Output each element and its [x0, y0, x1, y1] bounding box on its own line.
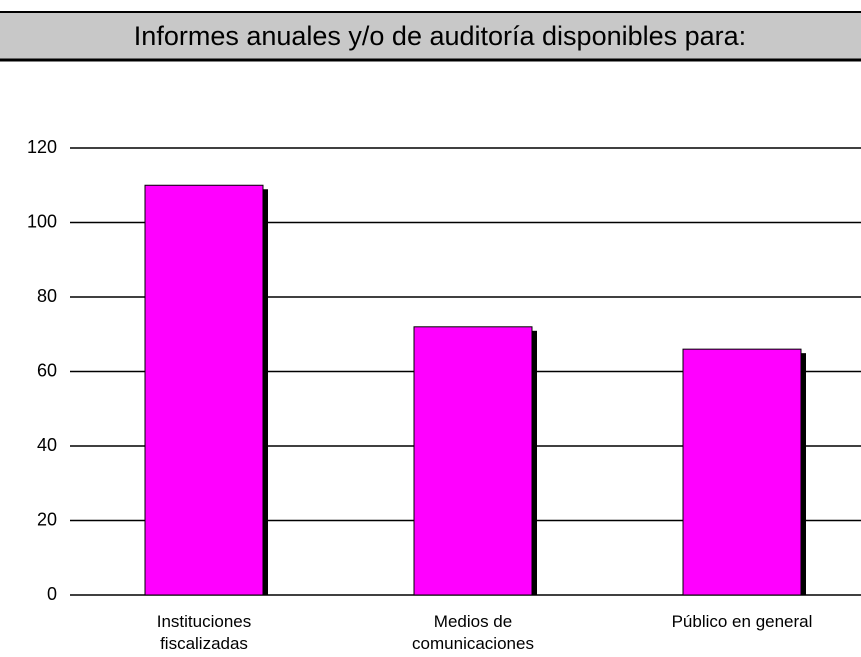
- chart-title: Informes anuales y/o de auditoría dispon…: [134, 21, 746, 51]
- y-tick-label: 100: [27, 211, 57, 231]
- y-tick-label: 40: [37, 435, 57, 455]
- bar: [144, 184, 264, 596]
- bar: [682, 348, 802, 596]
- bar: [413, 326, 533, 596]
- y-tick-label: 120: [27, 137, 57, 157]
- x-tick-label: Público en general: [672, 612, 813, 631]
- x-tick-label: Instituciones fiscalizadas: [157, 612, 252, 653]
- title-banner: [0, 12, 861, 60]
- y-tick-label: 60: [37, 360, 57, 380]
- y-tick-label: 80: [37, 286, 57, 306]
- y-tick-label: 0: [47, 584, 57, 604]
- x-tick-label: Medios de comunicaciones: [412, 612, 534, 653]
- y-tick-label: 20: [37, 509, 57, 529]
